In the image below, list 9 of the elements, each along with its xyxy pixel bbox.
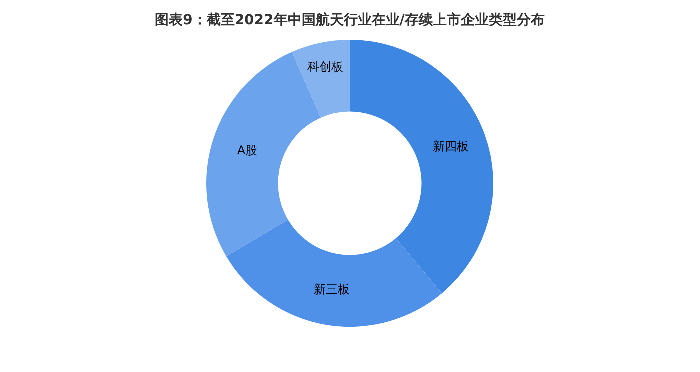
donut-slice (350, 40, 494, 294)
donut-slice (292, 40, 350, 118)
donut-slice (206, 52, 322, 257)
donut-slice (226, 220, 442, 327)
slice-label: A股 (237, 144, 258, 158)
slice-label: 新四板 (433, 140, 470, 154)
chart-title: 图表9：截至2022年中国航天行业在业/存续上市企业类型分布 (155, 12, 545, 29)
slice-label: 新三板 (314, 282, 350, 297)
slice-label: 科创板 (308, 60, 344, 74)
